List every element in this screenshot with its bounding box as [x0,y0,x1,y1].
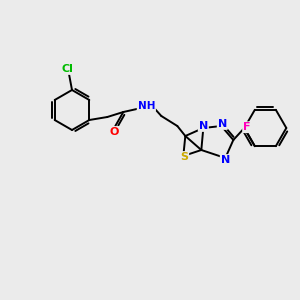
Text: S: S [180,152,188,162]
Text: O: O [110,127,119,137]
Text: N: N [218,119,227,129]
Text: F: F [243,122,250,132]
Text: Cl: Cl [61,64,73,74]
Text: N: N [221,155,230,165]
Text: NH: NH [138,101,155,111]
Text: N: N [199,121,208,131]
